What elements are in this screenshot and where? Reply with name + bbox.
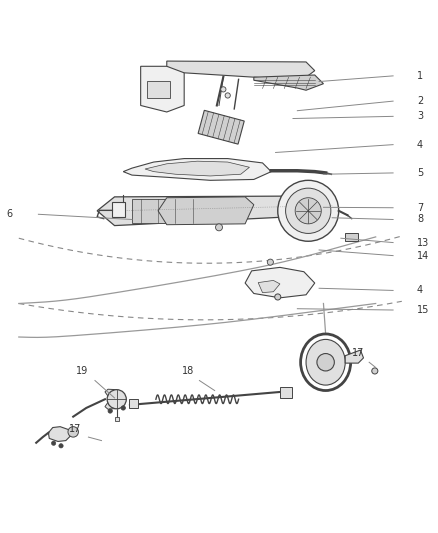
Polygon shape (198, 110, 244, 144)
Polygon shape (123, 158, 271, 180)
Polygon shape (158, 197, 254, 225)
Circle shape (372, 368, 378, 374)
Text: 2: 2 (417, 96, 423, 106)
Polygon shape (97, 196, 332, 225)
Bar (147, 81, 170, 98)
Text: 8: 8 (417, 214, 423, 224)
Text: 5: 5 (417, 168, 423, 178)
Circle shape (221, 87, 226, 92)
Text: 1: 1 (417, 71, 423, 81)
Ellipse shape (306, 340, 345, 385)
Circle shape (225, 93, 230, 98)
Polygon shape (258, 280, 280, 293)
Bar (132, 199, 210, 223)
Circle shape (59, 443, 63, 448)
Circle shape (121, 406, 125, 410)
Text: 13: 13 (417, 238, 429, 247)
Bar (345, 233, 358, 241)
Circle shape (317, 353, 334, 371)
Text: 17: 17 (69, 424, 81, 434)
Circle shape (286, 188, 331, 233)
Text: 3: 3 (417, 111, 423, 122)
Polygon shape (48, 426, 71, 441)
Polygon shape (145, 161, 250, 176)
Text: 17: 17 (352, 348, 364, 358)
Circle shape (107, 390, 126, 409)
Circle shape (295, 198, 321, 224)
Text: 14: 14 (417, 251, 429, 261)
Polygon shape (105, 389, 117, 396)
Text: 4: 4 (417, 286, 423, 295)
Polygon shape (105, 402, 117, 409)
Circle shape (275, 294, 281, 300)
Polygon shape (345, 350, 364, 363)
Text: 19: 19 (76, 366, 88, 376)
Circle shape (68, 426, 78, 437)
Polygon shape (141, 66, 184, 112)
Text: 6: 6 (6, 209, 12, 219)
Text: 7: 7 (417, 203, 423, 213)
Bar (115, 417, 119, 421)
Circle shape (267, 259, 273, 265)
Circle shape (108, 409, 113, 413)
Text: 4: 4 (417, 140, 423, 150)
Polygon shape (254, 75, 323, 90)
Circle shape (51, 441, 56, 446)
Polygon shape (167, 61, 315, 79)
Bar (113, 201, 125, 217)
Circle shape (278, 180, 339, 241)
Polygon shape (245, 268, 315, 298)
Circle shape (215, 224, 223, 231)
Bar (129, 399, 138, 408)
Bar (280, 387, 292, 398)
Text: 18: 18 (182, 366, 194, 376)
Text: 15: 15 (417, 305, 429, 315)
